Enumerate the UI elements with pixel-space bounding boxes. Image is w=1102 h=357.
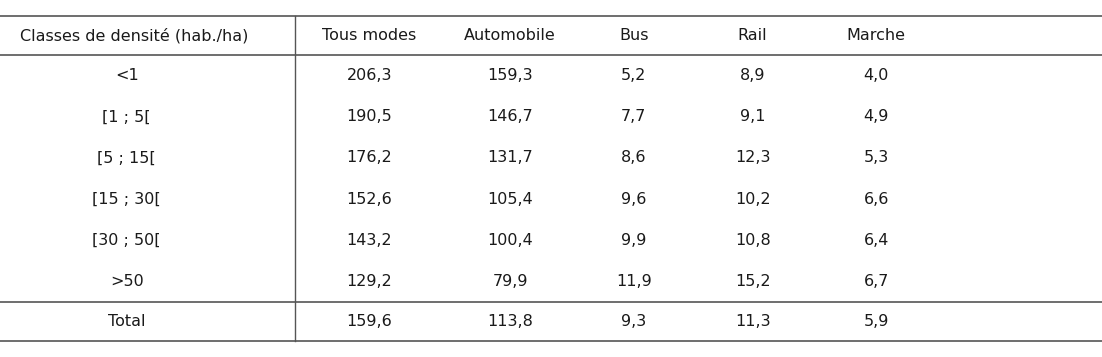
Text: 4,0: 4,0 <box>863 68 889 84</box>
Text: Tous modes: Tous modes <box>322 28 417 43</box>
Text: 129,2: 129,2 <box>346 273 392 289</box>
Text: 79,9: 79,9 <box>493 273 528 289</box>
Text: 5,9: 5,9 <box>863 314 889 329</box>
Text: Bus: Bus <box>619 28 648 43</box>
Text: Classes de densité (hab./ha): Classes de densité (hab./ha) <box>20 28 248 44</box>
Text: 190,5: 190,5 <box>346 109 392 125</box>
Text: 9,1: 9,1 <box>739 109 766 125</box>
Text: 11,3: 11,3 <box>735 314 770 329</box>
Text: Automobile: Automobile <box>464 28 557 43</box>
Text: [1 ; 5[: [1 ; 5[ <box>102 109 151 125</box>
Text: Total: Total <box>108 314 145 329</box>
Text: 6,6: 6,6 <box>863 191 889 207</box>
Text: 105,4: 105,4 <box>487 191 533 207</box>
Text: 6,7: 6,7 <box>863 273 889 289</box>
Text: 4,9: 4,9 <box>863 109 889 125</box>
Text: 143,2: 143,2 <box>346 232 392 248</box>
Text: Rail: Rail <box>738 28 767 43</box>
Text: 12,3: 12,3 <box>735 150 770 166</box>
Text: [30 ; 50[: [30 ; 50[ <box>93 232 161 248</box>
Text: 152,6: 152,6 <box>346 191 392 207</box>
Text: Marche: Marche <box>846 28 906 43</box>
Text: 8,6: 8,6 <box>620 150 647 166</box>
Text: [5 ; 15[: [5 ; 15[ <box>97 150 156 166</box>
Text: 5,2: 5,2 <box>620 68 647 84</box>
Text: 11,9: 11,9 <box>616 273 651 289</box>
Text: 176,2: 176,2 <box>346 150 392 166</box>
Text: 159,6: 159,6 <box>346 314 392 329</box>
Text: 159,3: 159,3 <box>487 68 533 84</box>
Text: <1: <1 <box>115 68 139 84</box>
Text: 10,8: 10,8 <box>735 232 770 248</box>
Text: 206,3: 206,3 <box>346 68 392 84</box>
Text: 9,3: 9,3 <box>622 314 646 329</box>
Text: [15 ; 30[: [15 ; 30[ <box>93 191 161 207</box>
Text: >50: >50 <box>110 273 143 289</box>
Text: 9,6: 9,6 <box>620 191 647 207</box>
Text: 10,2: 10,2 <box>735 191 770 207</box>
Text: 6,4: 6,4 <box>863 232 889 248</box>
Text: 146,7: 146,7 <box>487 109 533 125</box>
Text: 7,7: 7,7 <box>620 109 647 125</box>
Text: 131,7: 131,7 <box>487 150 533 166</box>
Text: 100,4: 100,4 <box>487 232 533 248</box>
Text: 113,8: 113,8 <box>487 314 533 329</box>
Text: 5,3: 5,3 <box>864 150 888 166</box>
Text: 15,2: 15,2 <box>735 273 770 289</box>
Text: 9,9: 9,9 <box>620 232 647 248</box>
Text: 8,9: 8,9 <box>739 68 766 84</box>
